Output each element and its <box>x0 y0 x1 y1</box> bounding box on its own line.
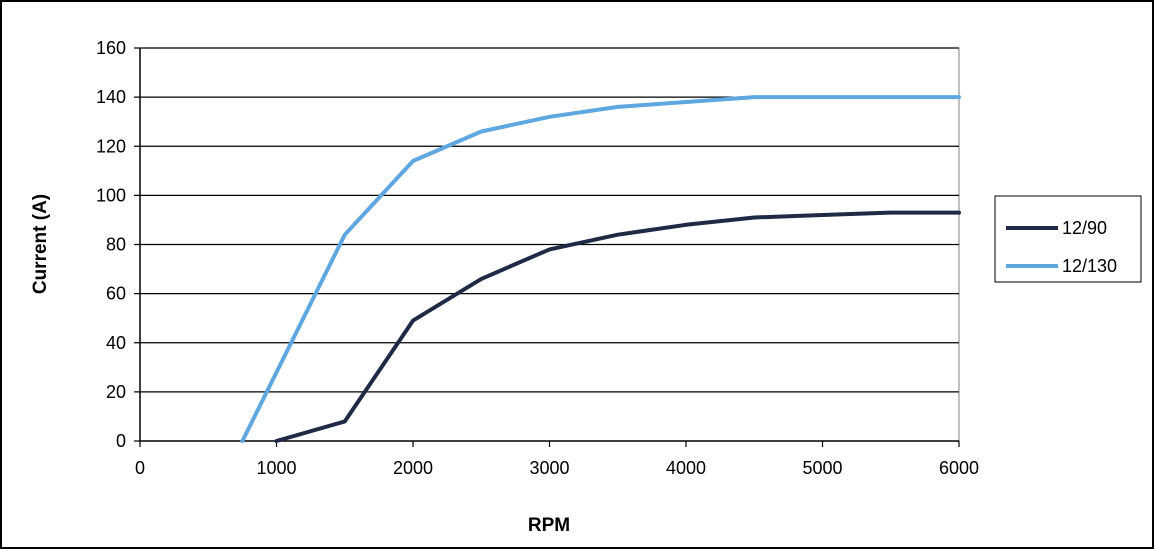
x-tick-label-6000: 6000 <box>939 458 979 478</box>
y-tick-label-80: 80 <box>106 235 126 255</box>
y-axis-title: Current (A) <box>30 194 51 294</box>
series-line-12-130 <box>240 95 961 443</box>
y-tick-label-120: 120 <box>96 136 126 156</box>
x-tick-label-3000: 3000 <box>529 458 569 478</box>
gridlines <box>140 47 959 393</box>
series-line-12-90 <box>274 210 961 443</box>
legend-label-12-90: 12/90 <box>1062 218 1107 238</box>
legend: 12/90 12/130 <box>994 195 1142 283</box>
y-tick-label-100: 100 <box>96 185 126 205</box>
series-lines <box>240 95 961 443</box>
x-tick-label-1000: 1000 <box>256 458 296 478</box>
x-tick-label-0: 0 <box>135 458 145 478</box>
legend-label-12-130: 12/130 <box>1062 256 1117 276</box>
x-axis-title: RPM <box>528 515 570 536</box>
y-tick-label-60: 60 <box>106 284 126 304</box>
y-tick-label-140: 140 <box>96 87 126 107</box>
y-tick-label-40: 40 <box>106 333 126 353</box>
tick-labels: 0 20 40 60 80 100 120 140 160 0 1000 2000 3000 4000 50… <box>96 38 979 478</box>
y-tick-label-20: 20 <box>106 382 126 402</box>
x-tick-label-5000: 5000 <box>802 458 842 478</box>
x-tick-label-4000: 4000 <box>666 458 706 478</box>
x-tick-label-2000: 2000 <box>393 458 433 478</box>
y-tick-label-0: 0 <box>116 431 126 451</box>
y-tick-label-160: 160 <box>96 38 126 58</box>
